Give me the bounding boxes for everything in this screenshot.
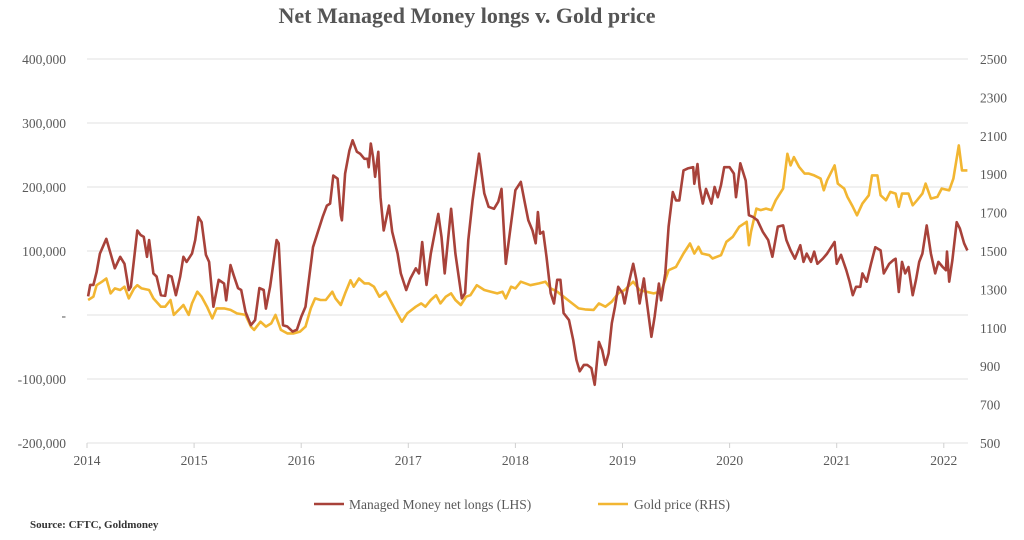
legend: Managed Money net longs (LHS) Gold price… xyxy=(314,497,730,512)
right-tick-label: 2300 xyxy=(980,90,1007,105)
legend-label-gold: Gold price (RHS) xyxy=(634,497,730,512)
right-tick-label: 1500 xyxy=(980,244,1007,259)
source-note: Source: CFTC, Goldmoney xyxy=(30,519,159,531)
left-tick-label: 400,000 xyxy=(22,52,66,67)
left-tick-label: -100,000 xyxy=(18,372,67,387)
right-tick-label: 500 xyxy=(980,436,1001,451)
x-tick-label: 2019 xyxy=(609,453,636,468)
right-tick-label: 700 xyxy=(980,398,1001,413)
series-lines xyxy=(86,139,969,387)
left-tick-label: -200,000 xyxy=(18,436,67,451)
right-tick-label: 900 xyxy=(980,359,1001,374)
right-tick-label: 1700 xyxy=(980,206,1007,221)
right-tick-label: 1300 xyxy=(980,282,1007,297)
left-axis-ticks: 400,000 300,000 200,000 100,000 - -100,000 -20… xyxy=(18,52,67,451)
chart-title: Net Managed Money longs v. Gold price xyxy=(278,3,655,28)
gold-price-line xyxy=(87,144,968,335)
x-tick-label: 2015 xyxy=(181,453,208,468)
x-tick-label: 2022 xyxy=(930,453,957,468)
gridlines xyxy=(87,58,968,444)
left-tick-label: 100,000 xyxy=(22,244,66,259)
managed-money-line xyxy=(86,139,969,387)
right-axis-ticks: 2500 2300 2100 1900 1700 1500 1300 1100 900 700 50… xyxy=(980,52,1007,451)
right-tick-label: 2500 xyxy=(980,52,1007,67)
legend-label-managed-money: Managed Money net longs (LHS) xyxy=(349,497,531,512)
x-tick-label: 2017 xyxy=(395,453,422,468)
right-tick-label: 1900 xyxy=(980,167,1007,182)
x-tick-label: 2014 xyxy=(74,453,101,468)
left-tick-label: 200,000 xyxy=(22,180,66,195)
x-axis-ticks: 2014 2015 2016 2017 2018 2019 2020 2021 2022 xyxy=(74,443,957,468)
x-tick-label: 2018 xyxy=(502,453,529,468)
x-tick-label: 2016 xyxy=(288,453,315,468)
x-tick-label: 2021 xyxy=(823,453,850,468)
left-tick-label: 300,000 xyxy=(22,116,66,131)
right-tick-label: 2100 xyxy=(980,129,1007,144)
left-tick-label: - xyxy=(62,308,67,323)
right-tick-label: 1100 xyxy=(980,321,1007,336)
x-tick-label: 2020 xyxy=(716,453,743,468)
